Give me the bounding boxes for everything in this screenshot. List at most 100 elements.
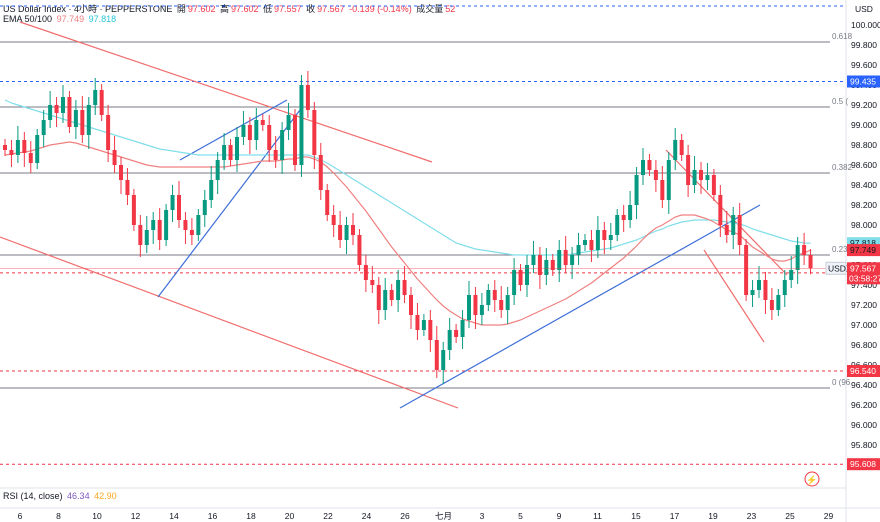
candle-body xyxy=(106,115,111,150)
candle-body xyxy=(99,90,104,115)
candle-body xyxy=(492,290,497,300)
candle-body xyxy=(615,215,620,235)
candle-body xyxy=(531,255,536,265)
rsi-legend[interactable]: RSI (14, close) 46.34 42.90 xyxy=(3,491,119,501)
alert-flash-icon xyxy=(804,471,820,487)
candle-body xyxy=(763,280,768,300)
candle-body xyxy=(434,340,439,370)
candle-body xyxy=(28,153,33,163)
candle-body xyxy=(769,300,774,310)
candle-body xyxy=(641,160,645,175)
candle-body xyxy=(550,260,555,270)
candle-body xyxy=(653,170,658,180)
candle-body xyxy=(235,137,239,160)
candle-body xyxy=(389,290,394,300)
volume-label: 成交量 xyxy=(416,4,444,14)
symbol-legend: US Dollar Index · 4小時 · PEPPERSTONE 開 97.… xyxy=(3,2,457,15)
candle-body xyxy=(15,140,20,155)
candle-body xyxy=(318,155,323,190)
ema50-value: 97.749 xyxy=(56,14,85,24)
y-tick-label: 99.000 xyxy=(851,120,877,130)
candle-body xyxy=(312,110,317,155)
currency-label: USD xyxy=(855,4,873,14)
candle-body xyxy=(525,265,529,285)
candle-body xyxy=(119,165,123,180)
candles xyxy=(3,71,813,384)
rsi-value-2: 42.90 xyxy=(94,491,117,501)
candle-body xyxy=(802,245,807,255)
candle-body xyxy=(557,250,562,270)
candle-body xyxy=(357,235,362,265)
low-label: 低 xyxy=(263,4,273,14)
candle-body xyxy=(131,195,136,225)
candle-body xyxy=(512,270,517,295)
fib-level-label: 0.618 xyxy=(832,32,853,41)
candle-body xyxy=(467,295,471,320)
x-tick-label: 18 xyxy=(246,511,256,521)
x-tick-label: 17 xyxy=(670,511,680,521)
candle-body xyxy=(247,125,252,140)
candle-body xyxy=(338,225,343,240)
candle-body xyxy=(202,200,207,215)
fib-level-label: 0.236 xyxy=(832,245,853,254)
candle-body xyxy=(299,85,304,165)
fib-level-label: 0 (96 xyxy=(832,378,851,387)
x-tick-label: 10 xyxy=(92,511,102,521)
x-tick-label: 29 xyxy=(824,511,834,521)
candle-body xyxy=(325,190,330,215)
candle-body xyxy=(125,180,130,195)
candle-body xyxy=(634,175,639,205)
candle-body xyxy=(718,195,723,225)
candle-body xyxy=(486,290,491,305)
candle-body xyxy=(460,320,465,337)
y-tick-label: 97.400 xyxy=(851,280,877,290)
candle-body xyxy=(396,280,401,300)
candle-body xyxy=(699,170,703,180)
candle-body xyxy=(383,290,388,310)
x-tick-label: 8 xyxy=(56,511,61,521)
y-tick-label: 97.000 xyxy=(851,320,877,330)
candle-body xyxy=(280,130,285,160)
candle-body xyxy=(679,140,684,155)
ema-legend[interactable]: EMA 50/100 97.749 97.818 xyxy=(3,14,118,24)
candle-body xyxy=(711,175,716,195)
candle-body xyxy=(757,280,761,290)
candle-body xyxy=(183,220,188,230)
candle-body xyxy=(731,215,736,235)
candle-body xyxy=(544,260,549,275)
low-value: 97.557 xyxy=(274,4,302,14)
candle-body xyxy=(376,285,381,310)
candle-body xyxy=(241,125,246,137)
candle-body xyxy=(441,350,446,370)
close-value: 97.567 xyxy=(317,4,345,14)
y-tick-label: 98.400 xyxy=(851,180,877,190)
x-tick-label: 3 xyxy=(480,511,485,521)
y-tick-label: 98.200 xyxy=(851,200,877,210)
candle-body xyxy=(164,210,169,240)
candle-body xyxy=(48,105,53,120)
y-tick-label: 96.400 xyxy=(851,380,877,390)
candle-body xyxy=(151,220,156,230)
y-tick-label: 98.800 xyxy=(851,140,877,150)
candle-body xyxy=(499,300,504,310)
candle-body xyxy=(537,255,542,275)
candle-body xyxy=(305,85,310,110)
level-price-tag xyxy=(847,75,880,88)
candle-body xyxy=(415,315,420,330)
candle-body xyxy=(67,97,72,127)
fib-level-label: 0.5 ( xyxy=(832,97,848,106)
candle-body xyxy=(215,160,220,180)
candle-body xyxy=(331,215,336,225)
countdown-text: 03:58:27 xyxy=(849,273,880,283)
candle-body xyxy=(370,280,375,285)
candle-body xyxy=(3,145,7,150)
candle-body xyxy=(776,295,781,310)
candle-body xyxy=(647,160,652,170)
x-tick-label: 24 xyxy=(362,511,372,521)
x-tick-label: 5 xyxy=(518,511,523,521)
symbol-tag xyxy=(825,261,847,275)
ema100-line xyxy=(4,99,811,256)
candle-body xyxy=(351,225,355,235)
candle-body xyxy=(61,97,65,113)
